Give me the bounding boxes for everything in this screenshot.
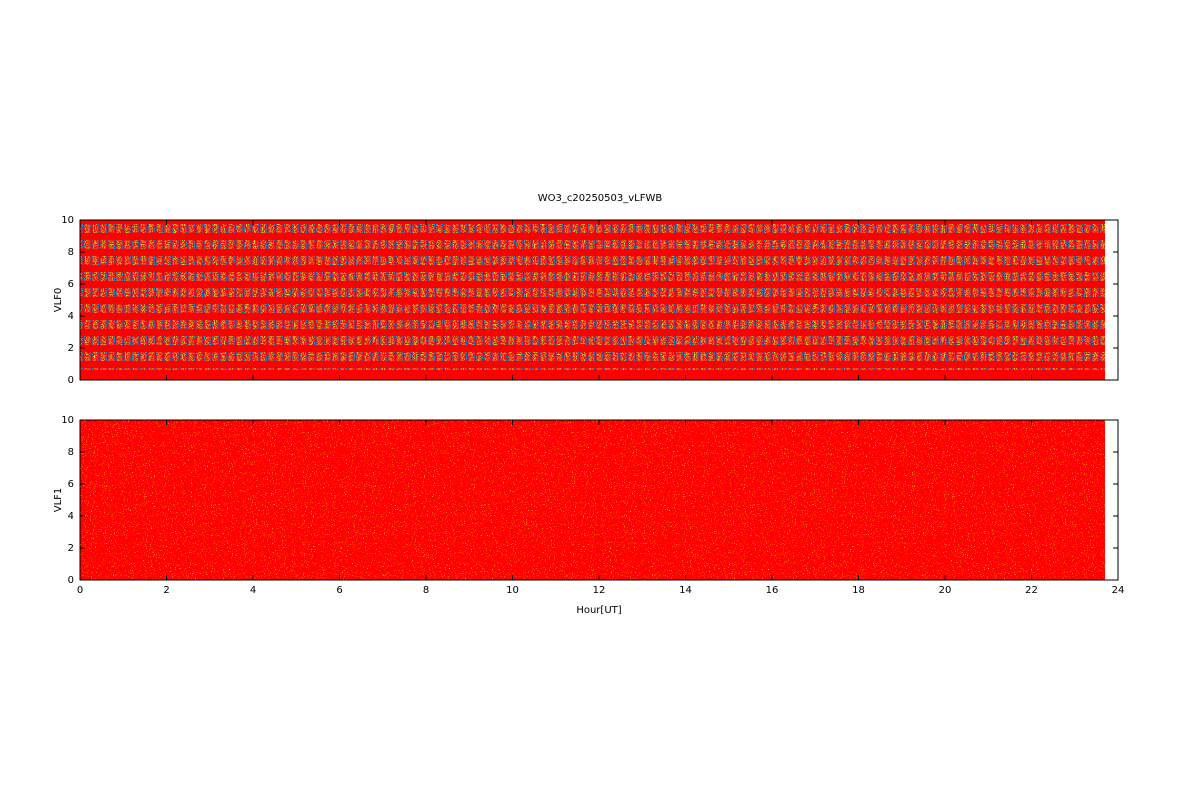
x-tick-label: 4	[250, 585, 256, 596]
y-tick-label: 4	[68, 511, 74, 522]
x-tick-label: 16	[766, 585, 779, 596]
y-axis-label: VLF0	[53, 288, 64, 313]
x-tick-label: 2	[163, 585, 169, 596]
x-axis-label: Hour[UT]	[576, 605, 621, 616]
x-tick-label: 6	[336, 585, 342, 596]
x-tick-label: 18	[852, 585, 865, 596]
x-tick-label: 20	[939, 585, 952, 596]
x-tick-label: 12	[593, 585, 606, 596]
spectrogram-texture	[80, 224, 1106, 370]
spectrogram-texture	[80, 420, 1106, 580]
x-tick-label: 22	[1025, 585, 1038, 596]
y-tick-label: 2	[68, 343, 74, 354]
y-tick-label: 6	[68, 279, 74, 290]
chart-title: WO3_c20250503_vLFWB	[538, 193, 663, 204]
x-tick-label: 24	[1112, 585, 1125, 596]
y-tick-label: 8	[68, 247, 74, 258]
x-tick-label: 8	[423, 585, 429, 596]
y-tick-label: 4	[68, 311, 74, 322]
x-tick-label: 10	[506, 585, 519, 596]
y-tick-label: 0	[68, 575, 74, 586]
y-axis-label: VLF1	[53, 488, 64, 513]
y-tick-label: 8	[68, 447, 74, 458]
y-tick-label: 2	[68, 543, 74, 554]
y-tick-label: 10	[61, 215, 74, 226]
x-tick-label: 14	[679, 585, 692, 596]
y-tick-label: 0	[68, 375, 74, 386]
y-tick-label: 10	[61, 415, 74, 426]
x-tick-label: 0	[77, 585, 83, 596]
y-tick-label: 6	[68, 479, 74, 490]
